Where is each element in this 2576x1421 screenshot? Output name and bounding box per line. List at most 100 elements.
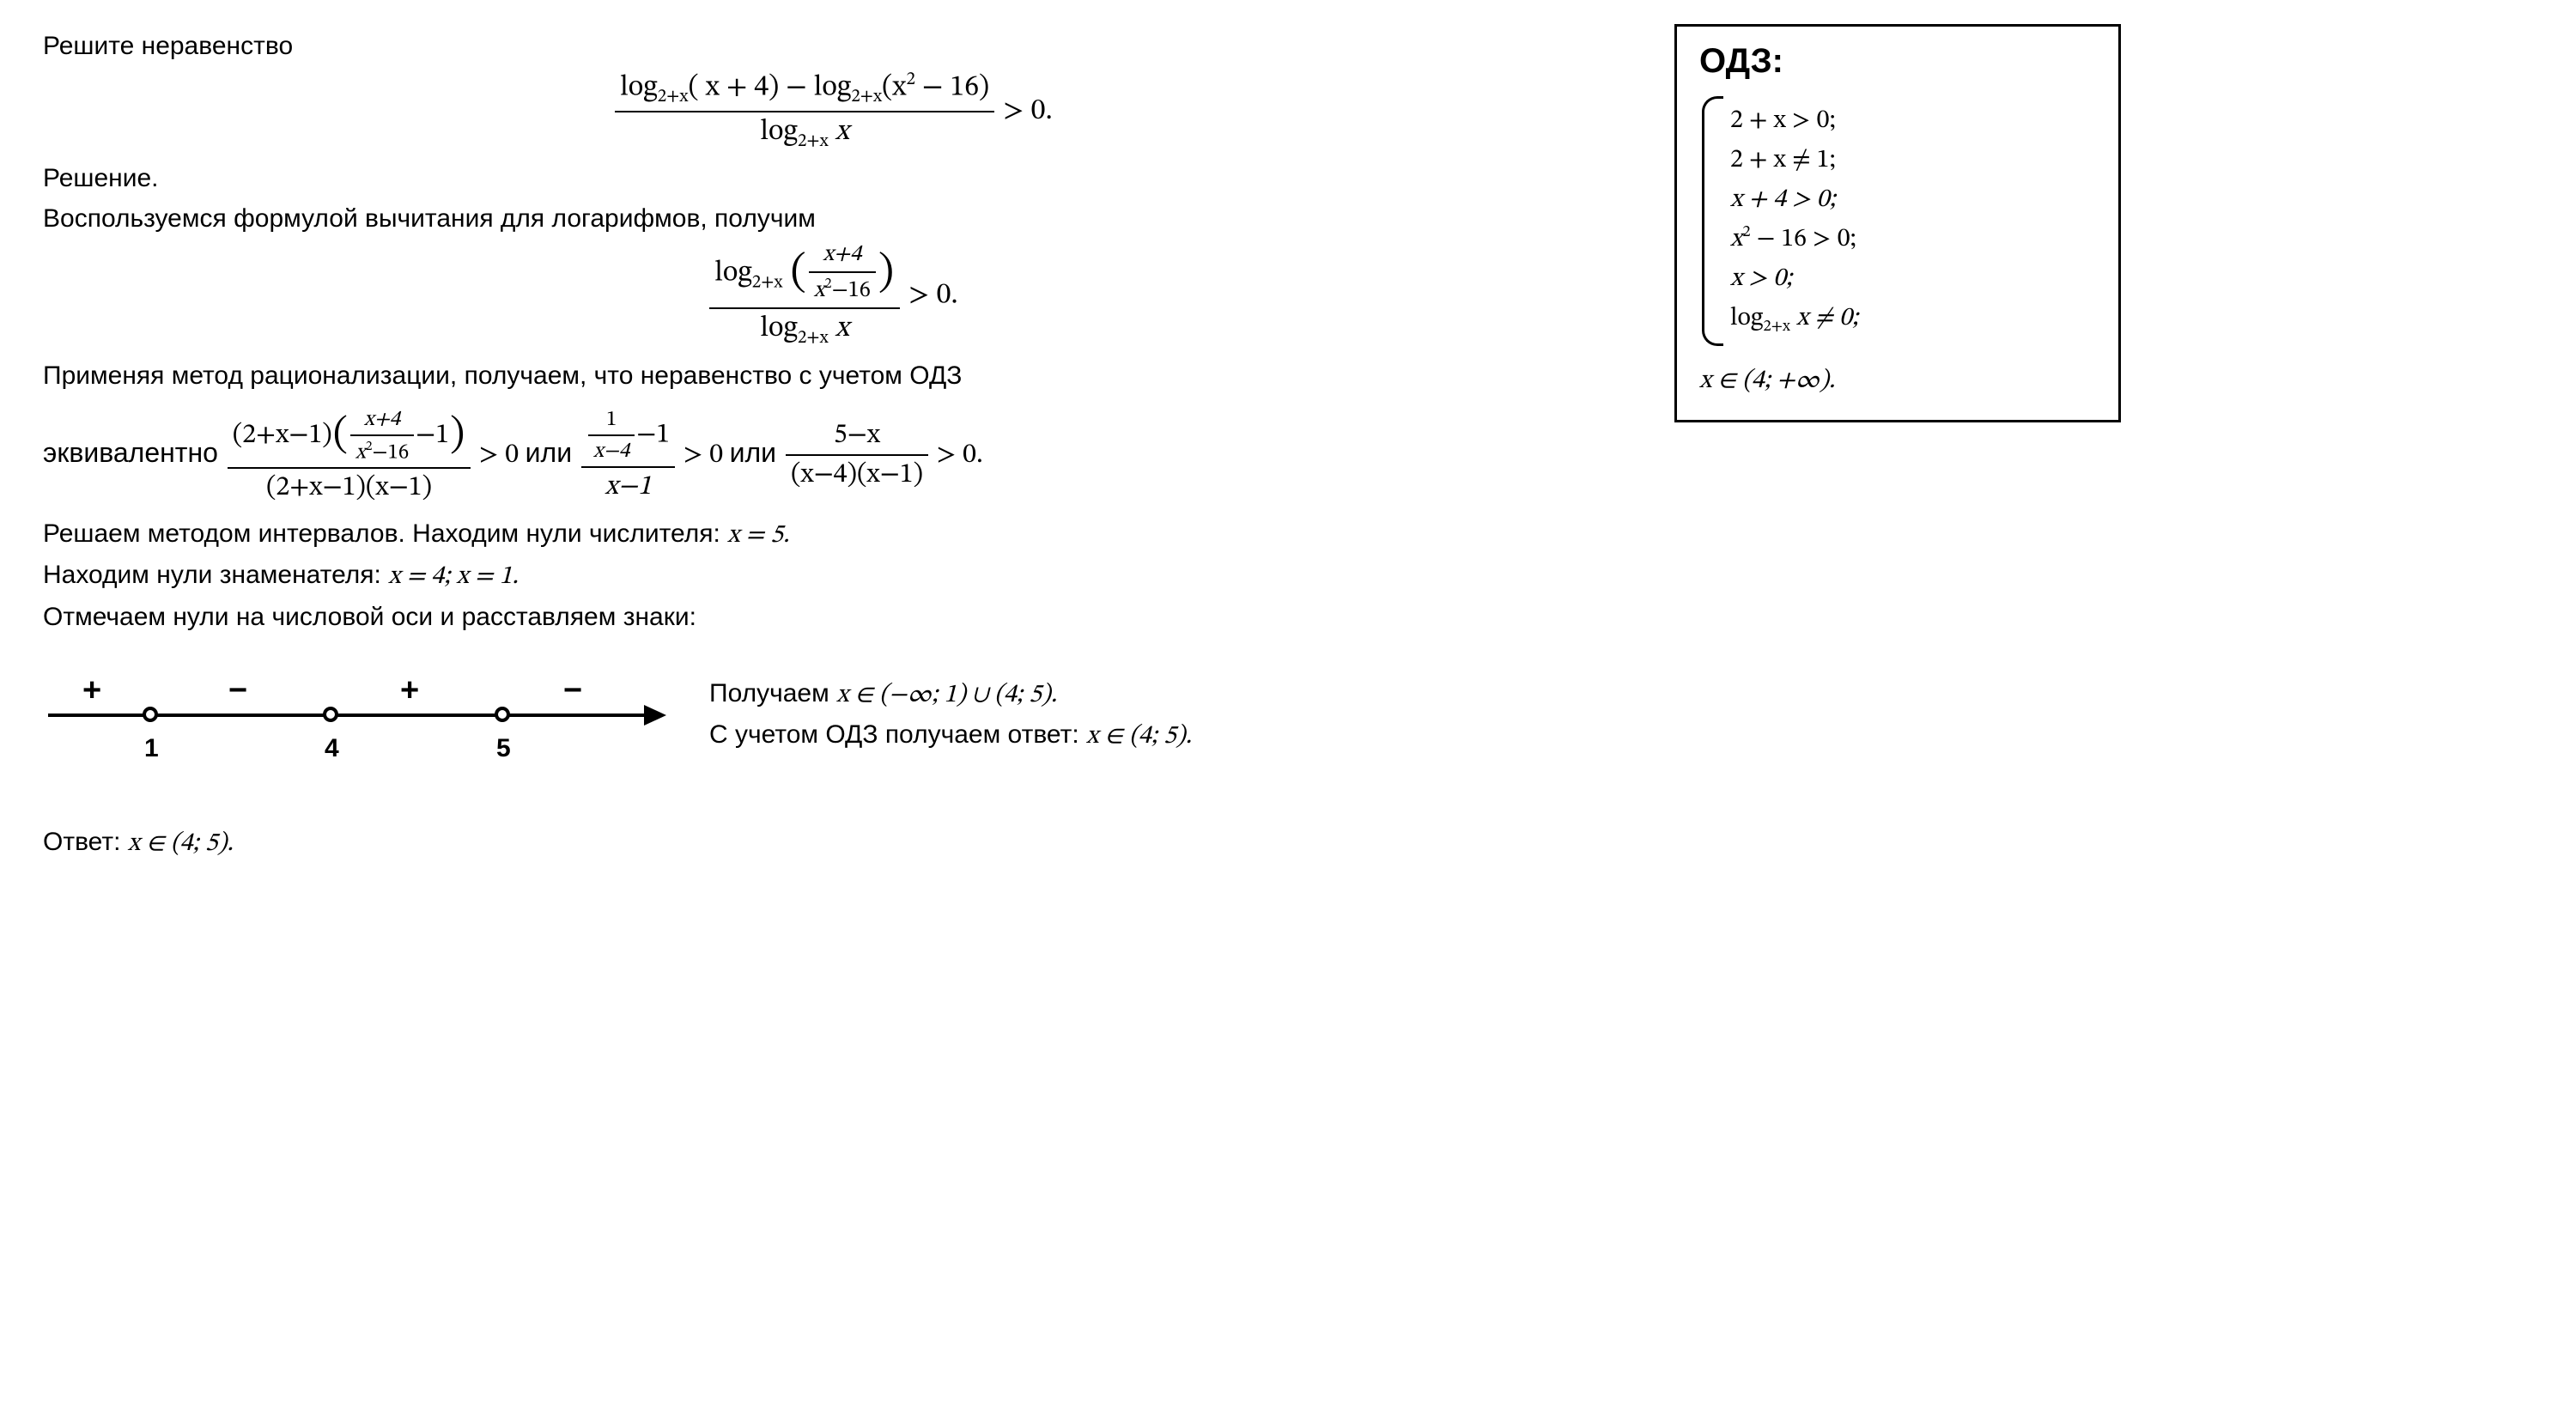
numberline-row: 1 4 5 + − + − Получаем x ∈ (−∞; 1) ∪ (4; 5). С… [43,640,1623,791]
inner-den-x: x [355,441,366,463]
odz-row: x > 0; [1730,263,1858,295]
compare: > 0 [683,441,723,469]
step-3: эквивалентно (2+x−1)( x+4 x2−16 −1) (2+x… [43,406,1623,505]
compare: > 0. [908,282,958,311]
eq-original: log2+x( x + 4) − log2+x(x2 − 16) log2+x … [43,70,1623,154]
log-fn: log [760,118,798,147]
odz-row: x + 4 > 0; [1730,184,1858,216]
odz-system: 2 + x > 0; 2 + x ≠ 1; x + 4 > 0; x2 − 16… [1699,96,2096,346]
math-expr: x ∈ (−∞; 1) ∪ (4; 5). [836,683,1057,708]
point-label: 5 [496,734,511,763]
answer-expr: x ∈ (4; 5). [128,831,234,857]
page: Решите неравенство log2+x( x + 4) − log2… [43,24,2533,867]
number-line: 1 4 5 + − + − [48,662,666,782]
minus1: −1 [416,422,449,449]
sq: 2 [824,276,831,291]
step-6: Отмечаем нули на числовой оси и расставл… [43,600,1623,635]
log-arg-b: − 16) [915,73,989,102]
inner-num: 1 [606,409,617,430]
log-base: 2+x [752,275,783,293]
inner-den-rest: −16 [373,441,410,463]
side-column: ОДЗ: 2 + x > 0; 2 + x ≠ 1; x + 4 > 0; x2… [1674,24,2121,422]
log-base: 2+x [1763,319,1790,335]
open-point [495,707,510,722]
compare: > 0. [1003,97,1053,126]
math-expr: x = 4; [388,564,456,590]
sq: 2 [1742,225,1750,240]
log-arg: x [829,314,849,343]
factor1: (2+x−1) [233,422,332,449]
math-expr: x ∈ (4; 5). [1086,724,1192,750]
log-arg: ( x + 4) [688,73,779,102]
interval-sign: − [228,672,247,709]
log-fn: log [760,314,798,343]
step-5: Находим нули знаменателя: x = 4; x = 1. [43,558,1623,595]
odz-row: log2+x x ≠ 0; [1730,302,1858,337]
arrowhead-icon [644,705,666,726]
den: (x−4)(x−1) [791,461,923,489]
point-label: 4 [325,734,339,763]
expr: x > 0; [1730,266,1792,292]
odz-row: 2 + x ≠ 1; [1730,144,1858,177]
text: Находим нули знаменателя: [43,561,388,589]
minus1: −1 [636,422,670,449]
compare: > 0 [479,441,519,469]
text: Получаем [709,679,836,707]
numberline-results: Получаем x ∈ (−∞; 1) ∪ (4; 5). С учетом … [709,671,1192,760]
sq: 2 [906,71,914,89]
compare: > 0. [937,441,983,469]
answer-label: Ответ: [43,828,128,856]
interval-sign: + [400,672,419,709]
point-label: 1 [144,734,159,763]
odz-box: ОДЗ: 2 + x > 0; 2 + x ≠ 1; x + 4 > 0; x2… [1674,24,2121,422]
inner-den-rest: −16 [832,280,871,302]
num: 5−x [834,422,880,449]
minus: − [779,73,813,102]
open-point [323,707,338,722]
step-2: Применяя метод рационализации, получаем,… [43,359,1623,394]
eq-combined: log2+x ( x+4 x2−16 ) log2+x x > 0. [43,241,1623,350]
inner-num: x+4 [364,409,400,430]
math-expr: x = 1. [457,564,519,590]
den: x−1 [605,473,651,501]
expr: x + 4 > 0; [1730,187,1836,213]
log-fn: log [714,259,752,288]
axis [48,714,646,717]
inner-den: x−4 [593,440,629,462]
text: С учетом ОДЗ получаем ответ: [709,720,1086,749]
x: x [1730,227,1742,252]
odz-row: x2 − 16 > 0; [1730,223,1858,256]
final-answer: Ответ: x ∈ (4; 5). [43,825,1623,862]
inner-num: x+4 [823,244,861,266]
odz-items: 2 + x > 0; 2 + x ≠ 1; x + 4 > 0; x2 − 16… [1718,96,1858,346]
prompt: Решите неравенство [43,29,1623,64]
log-base: 2+x [798,330,829,348]
step-1: Воспользуемся формулой вычитания для лог… [43,202,1623,237]
log-arg-a: (x [882,73,906,102]
main-column: Решите неравенство log2+x( x + 4) − log2… [43,24,1623,867]
math-expr: x = 5. [727,523,789,549]
step-4: Решаем методом интервалов. Находим нули … [43,517,1623,554]
inner-den-x: x [814,280,825,302]
log-fn: log [814,73,852,102]
log-base: 2+x [798,132,829,150]
equiv-prefix: эквивалентно [43,437,226,468]
log-base: 2+x [658,88,689,106]
open-point [143,707,158,722]
log-fn: log [1730,306,1763,331]
log-fn: log [620,73,658,102]
den: (2+x−1)(x−1) [266,474,432,501]
log-arg: x [829,118,849,147]
or-text: или [526,437,580,468]
sq: 2 [366,440,373,453]
brace-icon [1699,96,1718,346]
text: Решаем методом интервалов. Находим нули … [43,519,727,548]
interval-sign: − [563,672,582,709]
rest: − 16 > 0; [1751,227,1856,252]
solution-label: Решение. [43,161,1623,197]
odz-title: ОДЗ: [1699,42,2096,81]
odz-row: 2 + x > 0; [1730,105,1858,137]
interval-sign: + [82,672,101,709]
or-text: или [730,437,784,468]
expr: x ≠ 0; [1790,306,1858,331]
